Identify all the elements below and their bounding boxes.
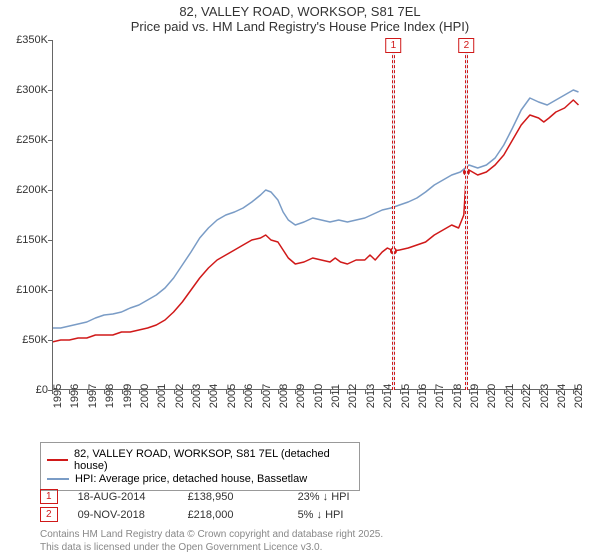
x-tick-label: 2011 xyxy=(330,384,346,408)
legend-swatch-hpi xyxy=(47,478,69,480)
title-block: 82, VALLEY ROAD, WORKSOP, S81 7EL Price … xyxy=(0,0,600,34)
x-tick-label: 2005 xyxy=(226,384,242,408)
marker-delta: 23% ↓ HPI xyxy=(298,491,388,503)
y-tick-label: £100K xyxy=(0,284,48,296)
y-tick-label: £350K xyxy=(0,34,48,46)
x-tick-label: 2020 xyxy=(486,384,502,408)
x-tick-label: 2000 xyxy=(139,384,155,408)
title-address: 82, VALLEY ROAD, WORKSOP, S81 7EL xyxy=(0,4,600,19)
x-tick-label: 1997 xyxy=(87,384,103,408)
marker-band xyxy=(392,40,395,390)
x-tick-label: 1999 xyxy=(122,384,138,408)
x-tick-label: 2015 xyxy=(400,384,416,408)
marker-band xyxy=(465,40,468,390)
plot-area: £0£50K£100K£150K£200K£250K£300K£350K1995… xyxy=(52,40,582,390)
x-tick-label: 2016 xyxy=(417,384,433,408)
legend-label-price: 82, VALLEY ROAD, WORKSOP, S81 7EL (detac… xyxy=(74,448,353,472)
y-tick-label: £300K xyxy=(0,84,48,96)
marker-date: 09-NOV-2018 xyxy=(78,509,168,521)
x-tick-label: 2012 xyxy=(347,384,363,408)
title-subtitle: Price paid vs. HM Land Registry's House … xyxy=(0,19,600,34)
series-price_paid xyxy=(52,100,579,342)
y-tick-mark xyxy=(48,290,52,291)
x-tick-label: 2022 xyxy=(521,384,537,408)
x-tick-label: 1995 xyxy=(52,384,68,408)
x-tick-label: 2002 xyxy=(174,384,190,408)
legend-label-hpi: HPI: Average price, detached house, Bass… xyxy=(75,473,307,485)
series-hpi xyxy=(52,90,579,328)
footer: Contains HM Land Registry data © Crown c… xyxy=(40,528,383,554)
page-container: 82, VALLEY ROAD, WORKSOP, S81 7EL Price … xyxy=(0,0,600,560)
y-tick-label: £0 xyxy=(0,384,48,396)
x-tick-label: 2018 xyxy=(452,384,468,408)
chart-svg xyxy=(52,40,582,390)
legend-row: HPI: Average price, detached house, Bass… xyxy=(47,473,353,485)
y-tick-mark xyxy=(48,140,52,141)
legend-row: 82, VALLEY ROAD, WORKSOP, S81 7EL (detac… xyxy=(47,448,353,472)
y-tick-mark xyxy=(48,190,52,191)
footer-line2: This data is licensed under the Open Gov… xyxy=(40,541,383,554)
y-tick-mark xyxy=(48,240,52,241)
chart-area: £0£50K£100K£150K£200K£250K£300K£350K1995… xyxy=(52,40,582,390)
x-tick-label: 2006 xyxy=(243,384,259,408)
x-tick-label: 2024 xyxy=(556,384,572,408)
x-tick-label: 2010 xyxy=(313,384,329,408)
x-tick-label: 2019 xyxy=(469,384,485,408)
y-tick-mark xyxy=(48,340,52,341)
x-tick-label: 2009 xyxy=(295,384,311,408)
x-tick-label: 2004 xyxy=(208,384,224,408)
marker-price: £138,950 xyxy=(188,491,278,503)
marker-row: 2 09-NOV-2018 £218,000 5% ↓ HPI xyxy=(40,507,388,522)
legend-box: 82, VALLEY ROAD, WORKSOP, S81 7EL (detac… xyxy=(40,442,360,491)
marker-label: 2 xyxy=(459,38,475,53)
x-tick-label: 2025 xyxy=(573,384,589,408)
x-tick-label: 2008 xyxy=(278,384,294,408)
y-axis-line xyxy=(52,40,53,390)
x-tick-label: 2014 xyxy=(382,384,398,408)
marker-price: £218,000 xyxy=(188,509,278,521)
x-tick-label: 2007 xyxy=(261,384,277,408)
y-tick-mark xyxy=(48,90,52,91)
y-tick-label: £50K xyxy=(0,334,48,346)
y-tick-label: £200K xyxy=(0,184,48,196)
footer-line1: Contains HM Land Registry data © Crown c… xyxy=(40,528,383,541)
x-tick-label: 2021 xyxy=(504,384,520,408)
marker-date: 18-AUG-2014 xyxy=(78,491,168,503)
y-tick-label: £250K xyxy=(0,134,48,146)
marker-delta: 5% ↓ HPI xyxy=(298,509,388,521)
y-tick-mark xyxy=(48,40,52,41)
x-tick-label: 2003 xyxy=(191,384,207,408)
marker-row: 1 18-AUG-2014 £138,950 23% ↓ HPI xyxy=(40,489,388,504)
marker-badge: 2 xyxy=(40,507,58,522)
x-tick-label: 2017 xyxy=(434,384,450,408)
y-tick-label: £150K xyxy=(0,234,48,246)
legend-swatch-price xyxy=(47,459,68,461)
marker-table: 1 18-AUG-2014 £138,950 23% ↓ HPI 2 09-NO… xyxy=(40,486,388,525)
x-tick-label: 2001 xyxy=(156,384,172,408)
marker-badge: 1 xyxy=(40,489,58,504)
x-tick-label: 2013 xyxy=(365,384,381,408)
x-tick-label: 2023 xyxy=(539,384,555,408)
x-tick-label: 1996 xyxy=(69,384,85,408)
marker-label: 1 xyxy=(386,38,402,53)
x-tick-label: 1998 xyxy=(104,384,120,408)
